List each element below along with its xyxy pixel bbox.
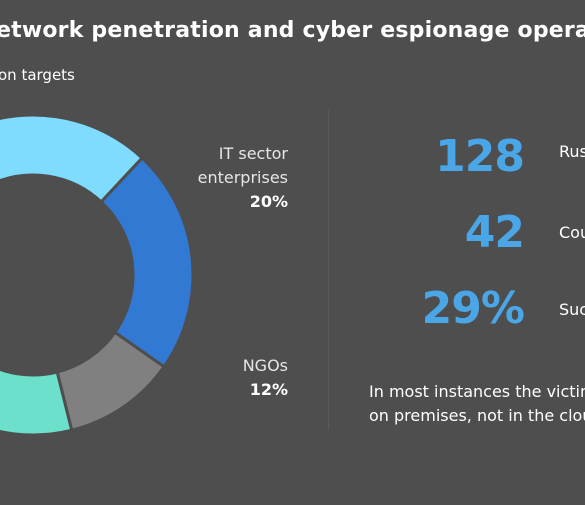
stat-label-3: Suc	[559, 300, 585, 319]
segment-label-ngos: NGOs 12%	[243, 354, 288, 402]
stat-value-1: 128	[435, 131, 525, 182]
footnote-line-1: In most instances the victims	[369, 382, 585, 401]
segment-pct-it-sector: 20%	[249, 192, 288, 211]
page-subtitle: on targets	[0, 66, 75, 84]
segment-label-it-sector-line2: enterprises	[197, 168, 288, 187]
stat-label-1: Rus	[559, 142, 585, 161]
footnote-text: In most instances the victims on premise…	[369, 380, 585, 428]
segment-label-it-sector: IT sector enterprises 20%	[198, 142, 288, 214]
stat-value-3: 29%	[421, 283, 525, 334]
donut-segment-top	[0, 113, 145, 204]
segment-pct-ngos: 12%	[249, 380, 288, 399]
footnote-line-2: on premises, not in the cloud	[369, 406, 585, 425]
donut-segment-bottom	[0, 367, 74, 437]
column-divider	[328, 110, 329, 430]
segment-label-ngos-line1: NGOs	[242, 356, 288, 375]
segment-label-it-sector-line1: IT sector	[218, 144, 288, 163]
stat-value-2: 42	[464, 207, 525, 258]
page-title: etwork penetration and cyber espionage o…	[0, 18, 585, 43]
stat-label-2: Cou	[559, 223, 585, 242]
